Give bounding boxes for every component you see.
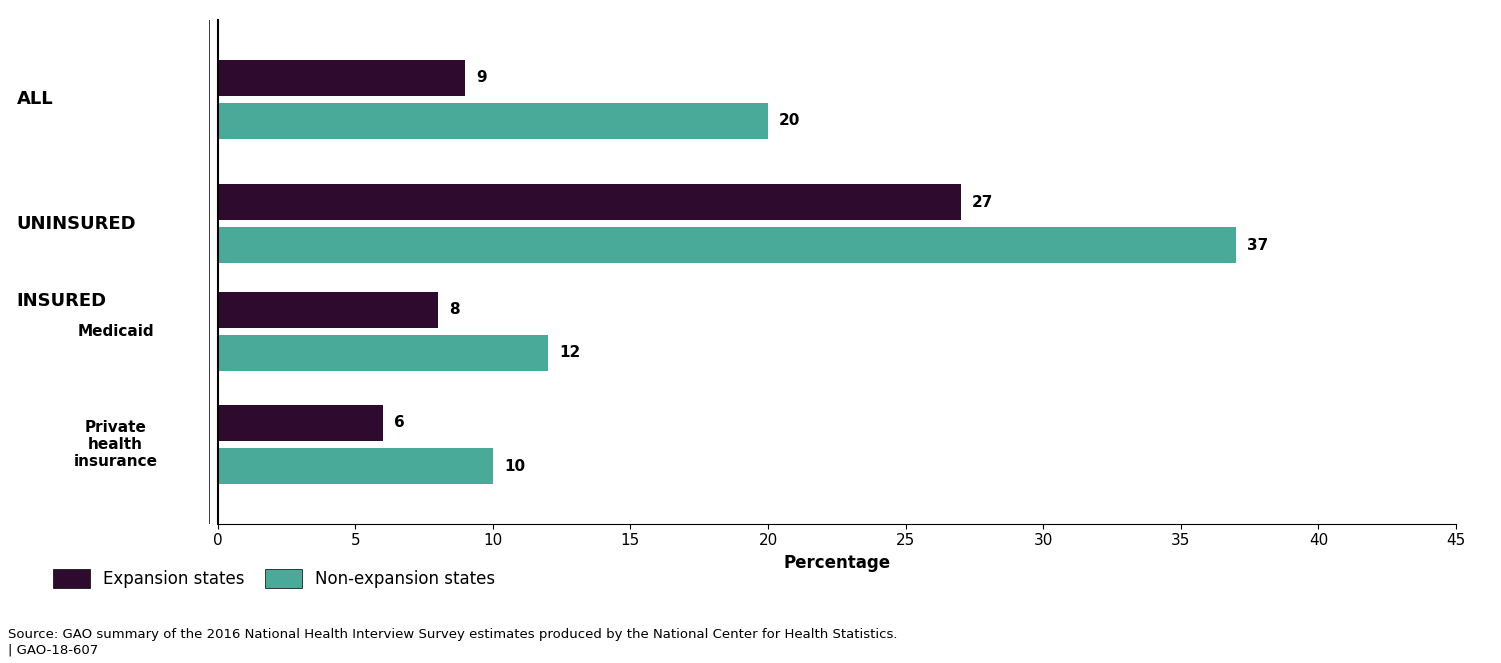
Text: 8: 8: [449, 302, 459, 318]
Bar: [218, 60, 465, 95]
Text: 12: 12: [558, 345, 579, 360]
Text: Medicaid: Medicaid: [77, 324, 155, 339]
X-axis label: Percentage: Percentage: [784, 554, 890, 572]
Bar: [218, 167, 1456, 280]
Bar: [218, 42, 1456, 156]
Text: 9: 9: [476, 70, 486, 85]
Text: 6: 6: [393, 416, 404, 430]
Bar: [0, 42, 210, 156]
Bar: [0, 42, 210, 280]
Text: ALL: ALL: [17, 90, 54, 108]
Legend: Expansion states, Non-expansion states: Expansion states, Non-expansion states: [54, 569, 495, 588]
Text: Source: GAO summary of the 2016 National Health Interview Survey estimates produ: Source: GAO summary of the 2016 National…: [8, 629, 898, 656]
Text: 20: 20: [779, 113, 800, 128]
Text: Private
health
insurance: Private health insurance: [74, 420, 158, 469]
Bar: [218, 448, 492, 484]
Bar: [218, 274, 1456, 501]
Bar: [218, 292, 438, 328]
Text: 27: 27: [971, 195, 994, 210]
Text: 10: 10: [504, 459, 525, 473]
Text: 37: 37: [1247, 238, 1268, 253]
Bar: [0, 167, 210, 501]
Text: UNINSURED: UNINSURED: [17, 215, 137, 233]
Bar: [218, 335, 548, 371]
Bar: [218, 184, 961, 220]
Bar: [218, 103, 769, 139]
Text: INSURED: INSURED: [17, 292, 107, 310]
Bar: [0, 274, 210, 501]
Bar: [0, 167, 210, 280]
Bar: [218, 227, 1235, 263]
Bar: [218, 405, 383, 441]
